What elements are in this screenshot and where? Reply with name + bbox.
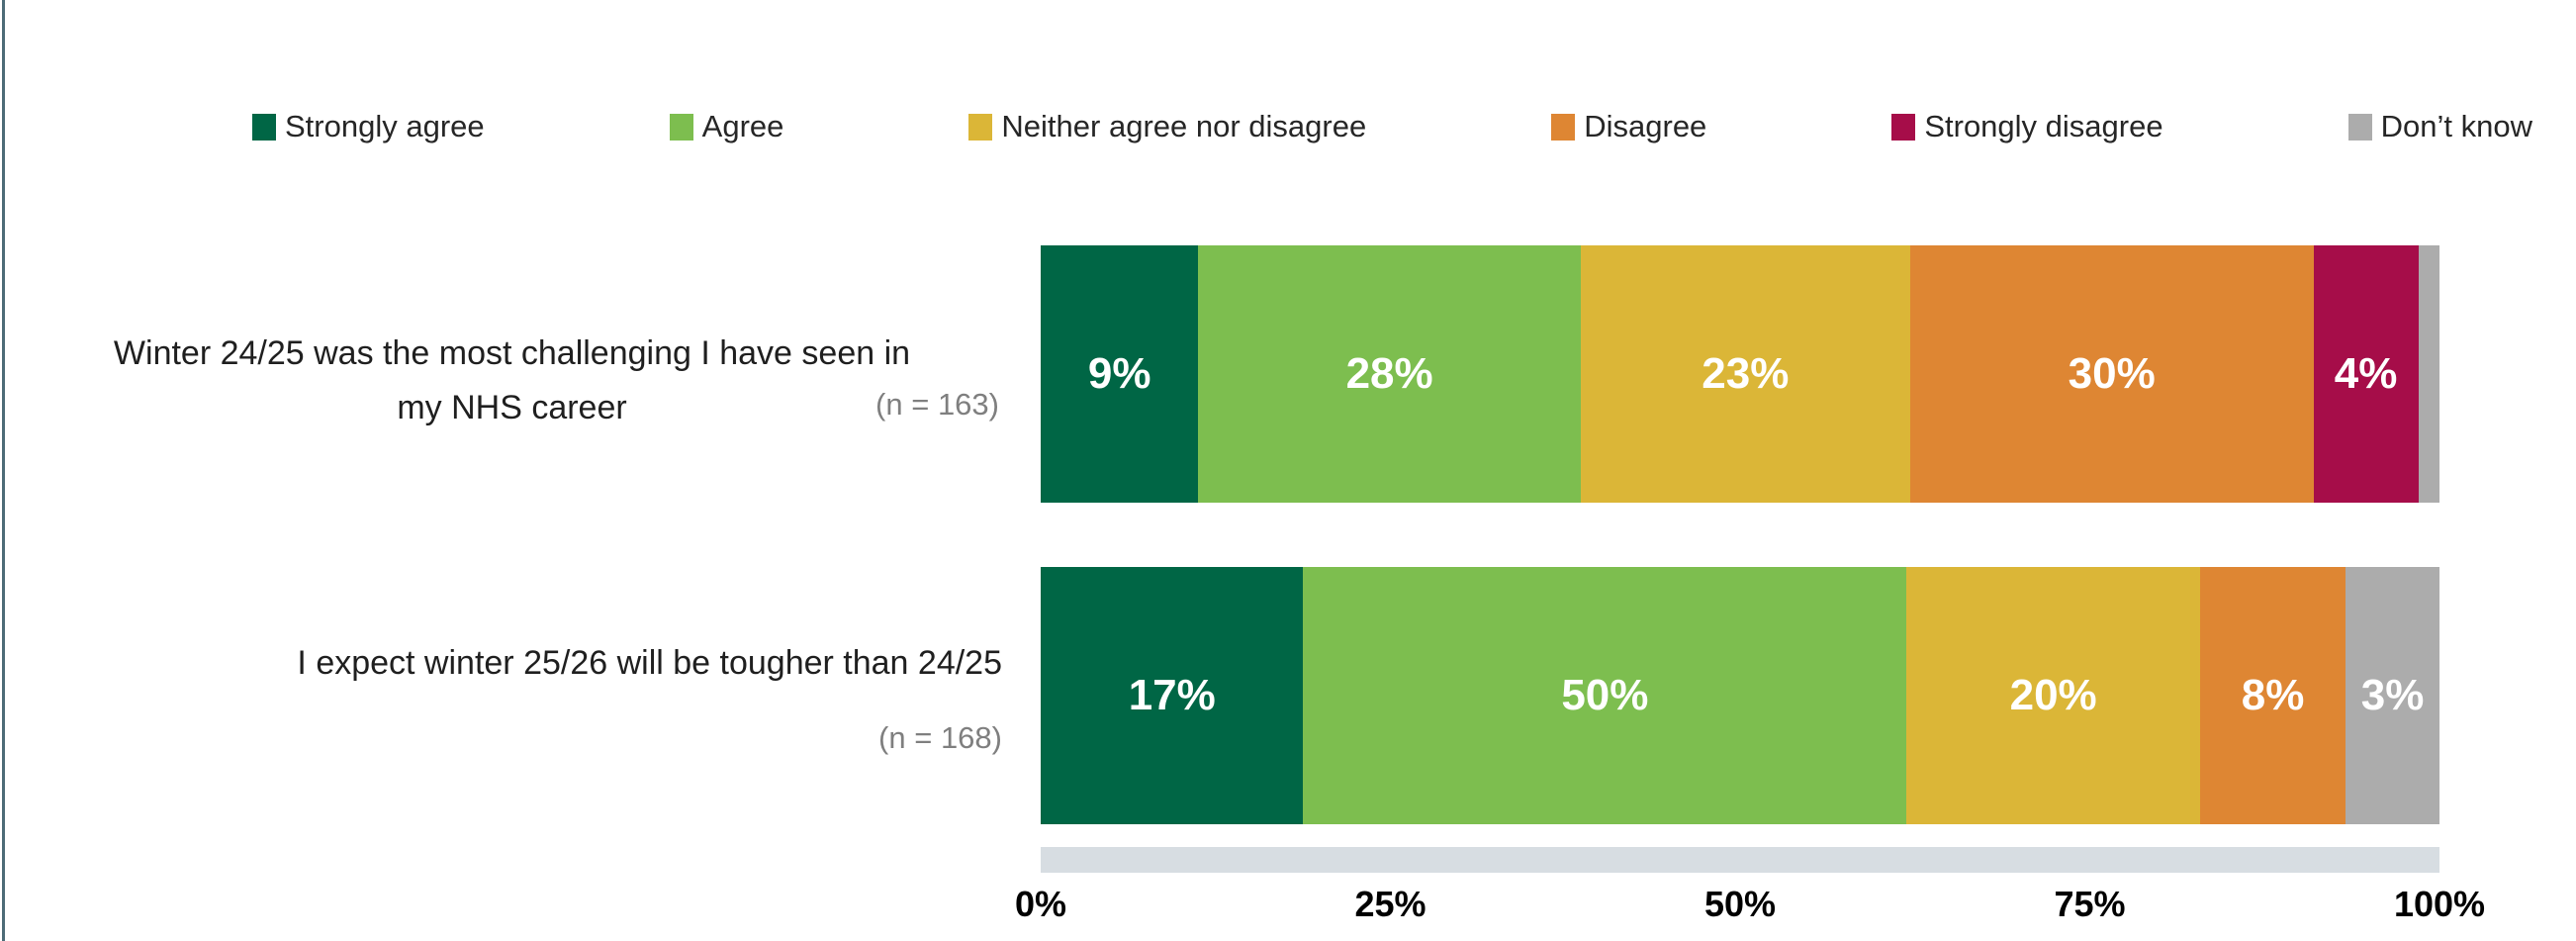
row-label-winter-25-26: I expect winter 25/26 will be tougher th… — [0, 567, 1024, 824]
row-label-line2: my NHS career — [397, 388, 627, 426]
bar-segment: 17% — [1041, 567, 1304, 824]
bar-segment: 9% — [1041, 245, 1199, 503]
x-axis-tick-labels: 0% 25% 50% 75% 100% — [1015, 884, 2485, 933]
bar-segment: 23% — [1580, 245, 1910, 503]
legend-swatch-icon — [968, 113, 993, 141]
legend-item: Strongly disagree — [1891, 109, 2163, 144]
legend-item: Disagree — [1551, 109, 1706, 144]
row-label-winter-24-25: Winter 24/25 was the most challenging I … — [0, 245, 1024, 503]
segment-value-label: 23% — [1702, 349, 1790, 398]
bar-segment: 28% — [1198, 245, 1581, 503]
chart-row-winter-24-25: Winter 24/25 was the most challenging I … — [0, 245, 2576, 503]
bar-segment — [2418, 245, 2439, 503]
legend-swatch-icon — [1891, 113, 1916, 141]
segment-value-label: 17% — [1128, 671, 1216, 719]
legend-item: Don’t know — [2347, 109, 2532, 144]
legend-item: Agree — [669, 109, 784, 144]
row-label-line1: Winter 24/25 was the most challenging I … — [113, 333, 911, 372]
legend-label: Strongly agree — [285, 109, 485, 143]
legend-label: Disagree — [1584, 109, 1707, 143]
x-axis-tick: 0% — [1014, 884, 1067, 924]
bar-segment: 8% — [2200, 567, 2346, 824]
legend-swatch-icon — [252, 113, 276, 141]
bar-segment: 30% — [1909, 245, 2314, 503]
legend-label: Don’t know — [2380, 109, 2532, 143]
chart-row-winter-25-26: I expect winter 25/26 will be tougher th… — [0, 567, 2576, 824]
row-label-line1: I expect winter 25/26 will be tougher th… — [297, 643, 1002, 682]
segment-value-label: 9% — [1087, 349, 1151, 398]
segment-value-label: 30% — [2068, 349, 2156, 398]
segment-value-label: 3% — [2360, 671, 2425, 719]
legend-label: Agree — [701, 109, 784, 143]
legend-swatch-icon — [1551, 113, 1576, 141]
legend-label: Strongly disagree — [1924, 109, 2163, 143]
segment-value-label: 8% — [2241, 671, 2305, 719]
stacked-bar-winter-25-26: 17% 50% 20% 8% 3% — [1041, 567, 2439, 824]
bar-segment: 50% — [1303, 567, 1907, 824]
x-axis-tick: 25% — [1354, 884, 1426, 924]
segment-value-label: 28% — [1345, 349, 1433, 398]
x-axis-tick: 50% — [1703, 884, 1777, 924]
bar-segment: 3% — [2346, 567, 2439, 824]
segment-value-label: 20% — [2009, 671, 2097, 719]
bar-segment: 20% — [1906, 567, 2201, 824]
sample-size-label: (n = 168) — [878, 719, 1002, 755]
legend-item: Strongly agree — [252, 109, 485, 144]
chart-legend: Strongly agree Agree Neither agree nor dis… — [252, 109, 2532, 144]
stacked-bar-winter-24-25: 9% 28% 23% 30% 4% — [1041, 245, 2439, 503]
bar-segment: 4% — [2313, 245, 2419, 503]
x-axis-strip — [1041, 847, 2439, 873]
sample-size-label: (n = 163) — [875, 386, 999, 422]
x-axis-tick: 100% — [2393, 884, 2486, 924]
legend-label: Neither agree nor disagree — [1001, 109, 1367, 143]
legend-swatch-icon — [2347, 113, 2372, 141]
segment-value-label: 50% — [1561, 671, 1649, 719]
legend-item: Neither agree nor disagree — [968, 109, 1366, 144]
segment-value-label: 4% — [2334, 349, 2398, 398]
legend-swatch-icon — [669, 113, 693, 141]
x-axis-tick: 75% — [2054, 884, 2126, 924]
left-accent-line — [2, 0, 5, 941]
